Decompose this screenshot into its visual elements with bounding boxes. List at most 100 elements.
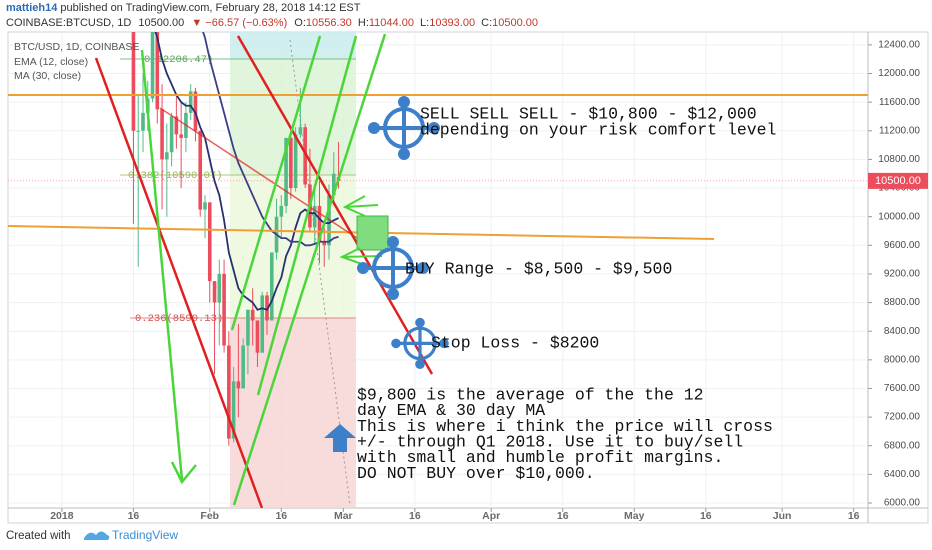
channel-line: [256, 35, 358, 396]
y-tick-label: 9200.00: [884, 269, 921, 280]
legend-entry: EMA (12, close): [14, 56, 88, 68]
candle-body: [207, 202, 212, 282]
close-value: 10500.00: [492, 17, 538, 29]
candle-body: [269, 252, 274, 321]
footer-brand[interactable]: TradingView: [112, 528, 178, 542]
note-line: with small and humble profit margins.: [357, 448, 723, 467]
sell-text: SELL SELL SELL - $10,800 - $12,000: [420, 104, 757, 123]
fib-label: 0.236(8590.13): [135, 313, 223, 325]
fib-zone-lower: [230, 318, 356, 508]
fib-zone-middle: [230, 175, 356, 318]
channel-line: [232, 33, 387, 506]
candle-body: [141, 112, 145, 131]
candle-body: [289, 137, 293, 189]
x-tick-label: Mar: [334, 510, 353, 522]
candle-body: [217, 273, 222, 303]
y-tick-label: 12400.00: [878, 40, 920, 51]
candle-body: [198, 130, 203, 210]
y-tick-label: 10800.00: [878, 154, 920, 165]
trend-line: [94, 57, 264, 508]
fib-zone-top: [230, 32, 356, 59]
arrow-head: [170, 461, 197, 485]
close-label: C:: [481, 17, 492, 29]
high-label: H:: [358, 17, 369, 29]
open-value: 10556.30: [306, 17, 352, 29]
x-tick-label: Jun: [773, 510, 792, 522]
candle-body: [212, 281, 217, 303]
high-value: 11044.00: [369, 17, 414, 29]
trend-line: [236, 35, 434, 375]
footer-created: Created with: [6, 530, 71, 542]
symbol: COINBASE:BTCUSD, 1D: [6, 17, 131, 29]
candle-body: [236, 381, 241, 389]
candle-body: [241, 345, 245, 389]
buy-box: [356, 215, 389, 251]
candle-body: [284, 137, 288, 206]
x-tick-label: 16: [700, 510, 712, 522]
y-tick-label: 6400.00: [884, 469, 921, 480]
stop-text: Stop Loss - $8200: [431, 333, 599, 352]
indicator-line: [154, 32, 339, 311]
arrow: [341, 255, 383, 258]
candle-body: [155, 32, 160, 110]
fib-zones: [120, 32, 356, 508]
brand-logo: [84, 531, 110, 540]
open-label: O:: [294, 17, 306, 29]
candle-body: [260, 295, 265, 353]
candle-body: [298, 127, 303, 135]
arrow-line: [140, 49, 184, 481]
candle-body: [188, 91, 193, 113]
y-tick-label: 8400.00: [884, 326, 921, 337]
candle-body: [246, 309, 250, 346]
last-price-label: 10500.00: [875, 175, 921, 187]
candle-body: [250, 309, 255, 321]
y-tick-label: 8000.00: [884, 354, 921, 365]
y-tick-label: 7200.00: [884, 412, 921, 423]
candle-body: [193, 91, 198, 131]
axes: 6000.00 6400.00 6800.00 7200.00 7600.00 8000.…: [50, 40, 928, 522]
y-tick-label: 12000.00: [878, 68, 920, 79]
candle-body: [312, 205, 317, 228]
y-tick-label: 6800.00: [884, 440, 921, 451]
x-tick-label: May: [624, 510, 645, 522]
candle-body: [174, 116, 179, 135]
candle-body: [317, 205, 322, 242]
x-tick-label: 16: [409, 510, 421, 522]
published: published on TradingView.com, February 2…: [57, 2, 360, 14]
arrow: [344, 204, 379, 208]
legend-title: BTC/USD, 1D, COINBASE: [14, 41, 139, 53]
candle-body: [222, 273, 226, 346]
footer: [0, 524, 932, 550]
author[interactable]: mattieh14: [6, 2, 58, 14]
x-tick-label: 16: [275, 510, 287, 522]
candle-body: [203, 202, 207, 210]
candle-body: [231, 381, 236, 439]
y-tick-label: 11200.00: [879, 125, 920, 136]
fib-zone-upper: [230, 59, 356, 175]
buy-text: BUY Range - $8,500 - $9,500: [405, 259, 672, 278]
x-tick-label: 16: [128, 510, 140, 522]
candle-body: [303, 127, 307, 185]
x-tick-label: 16: [557, 510, 569, 522]
header-line-2: COINBASE:BTCUSD, 1D 10500.00 ▼ −66.57 (−…: [6, 17, 538, 29]
candle-body: [169, 116, 174, 153]
candle-body: [331, 173, 336, 196]
change: −66.57 (−0.63%): [205, 17, 287, 29]
sell-text: depending on your risk comfort level: [420, 120, 776, 139]
y-tick-label: 9600.00: [884, 240, 921, 251]
candle-body: [136, 130, 141, 132]
legend: EMA (12, close) MA (30, close): [14, 56, 88, 82]
candle-body: [150, 32, 155, 99]
y-tick-label: 8800.00: [884, 297, 921, 308]
note-line: $9,800 is the average of the the 12: [357, 385, 704, 404]
candle-body: [165, 152, 169, 160]
candle-body: [293, 134, 298, 189]
fib-label: 0(12206.47): [144, 54, 213, 66]
header-line-1: mattieh14 published on TradingView.com, …: [6, 2, 361, 14]
note-line: +/- through Q1 2018. Use it to buy/sell: [357, 432, 743, 451]
legend-entry: MA (30, close): [14, 70, 81, 82]
y-tick-label: 10000.00: [878, 211, 920, 222]
price: 10500.00: [138, 17, 184, 29]
candle-body: [322, 241, 327, 246]
